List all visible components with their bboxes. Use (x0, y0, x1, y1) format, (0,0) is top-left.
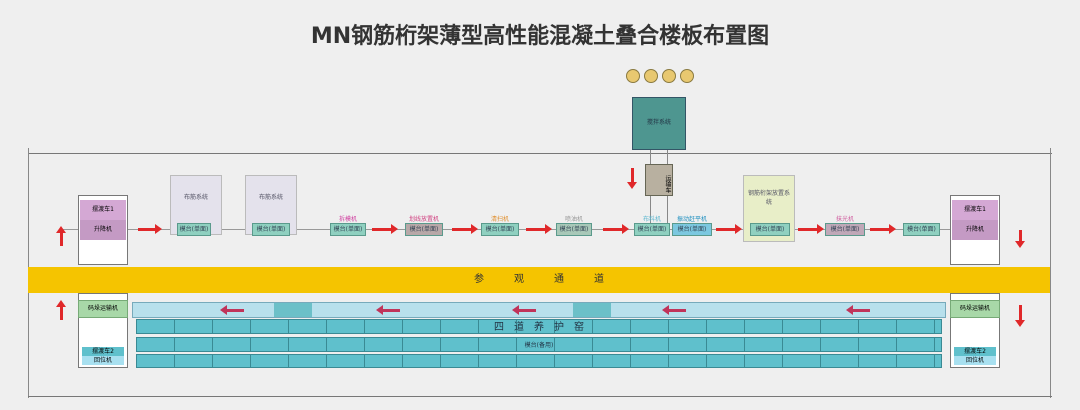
stacking-conveyor: 码垛运输机 (950, 300, 1000, 318)
page-title: MN钢筋桁架薄型高性能混凝土叠合楼板布置图 (310, 24, 770, 49)
mould-table (274, 303, 312, 317)
mould-table: 模台(单面) (405, 223, 443, 236)
arrow-left-icon (846, 305, 870, 315)
transport-car: 运输车 (645, 164, 673, 196)
arrow-right-icon (716, 224, 742, 234)
arrow-up-icon (56, 300, 66, 320)
mould-table: 模台(单面) (556, 223, 592, 236)
mould-table (573, 303, 611, 317)
ferry-label: 摆渡车1 (80, 200, 126, 220)
stacking-conveyor: 码垛运输机 (78, 300, 128, 318)
curing-kiln-row (136, 354, 942, 368)
silo-icon (644, 69, 658, 83)
station-label: 布料机 (642, 216, 661, 223)
arrow-down-icon (1015, 230, 1025, 248)
arrow-up-icon (56, 226, 66, 246)
silo-icon (680, 69, 694, 83)
station-label: 拆模机 (338, 216, 357, 223)
ferry-label: 摆渡车1 (952, 200, 998, 220)
mould-table: 模台(单面) (481, 223, 519, 236)
mould-table: 模台(单面) (750, 223, 790, 236)
mould-table: 模台(单面) (252, 223, 290, 236)
arrow-right-icon (138, 224, 162, 234)
arrow-down-icon (627, 168, 637, 189)
silo-icon (662, 69, 676, 83)
silo-icon (626, 69, 640, 83)
mould-table: 模台(单面) (330, 223, 366, 236)
station-label: 划线放置机 (408, 216, 439, 223)
dimension-line-right (1050, 148, 1051, 398)
lift-label: 升降机 (952, 220, 998, 240)
arrow-right-icon (603, 224, 629, 234)
return-machine-label: 回位机 (82, 356, 124, 365)
station-label: 抹光机 (835, 216, 854, 223)
arrow-left-icon (662, 305, 686, 315)
arrow-down-icon (1015, 305, 1025, 327)
arrow-right-icon (452, 224, 478, 234)
station-label: 喷油机 (564, 216, 583, 223)
visitor-aisle: 参 观 通 道 (28, 267, 1050, 293)
arrow-left-icon (512, 305, 536, 315)
curing-kiln-row: 四 道 养 护 窑 (136, 319, 942, 334)
mould-table: 模台(单面) (634, 223, 670, 236)
arrow-right-icon (526, 224, 552, 234)
mould-table: 模台(单面) (672, 223, 712, 236)
mixer-system: 搅拌系统 (632, 97, 686, 150)
return-machine-label: 回位机 (954, 356, 996, 365)
mould-table: 模台(单面) (825, 223, 865, 236)
arrow-left-icon (376, 305, 400, 315)
station-label: 清扫机 (490, 216, 509, 223)
ferry-2-label: 摆渡车2 (954, 347, 996, 356)
mould-table: 模台(单面) (903, 223, 940, 236)
arrow-right-icon (798, 224, 824, 234)
lift-label: 升降机 (80, 220, 126, 240)
dimension-line-top (28, 153, 1052, 154)
return-line (132, 302, 946, 318)
arrow-right-icon (870, 224, 896, 234)
arrow-right-icon (372, 224, 398, 234)
dimension-line-bottom (28, 396, 1052, 397)
station-label: 振动赶平机 (676, 216, 707, 223)
mould-table: 模台(单面) (177, 223, 211, 236)
ferry-2-label: 摆渡车2 (82, 347, 124, 356)
curing-kiln-row: 模台(备用) (136, 337, 942, 352)
arrow-left-icon (220, 305, 244, 315)
